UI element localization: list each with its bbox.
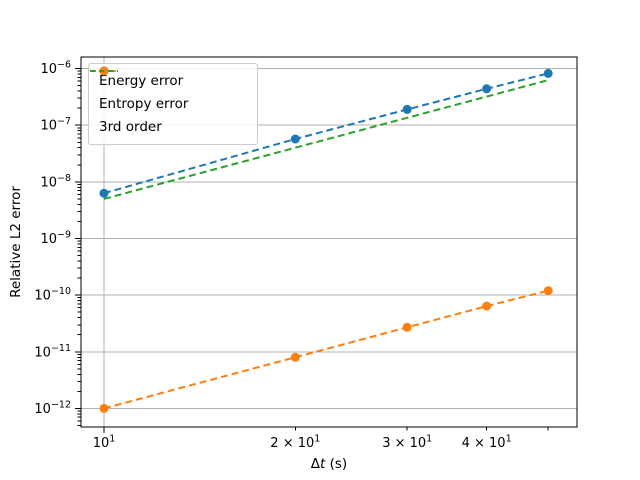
series-entropy-error [99, 286, 553, 413]
data-point-entropy-error [290, 352, 300, 362]
legend-label-energy-error: Energy error [99, 73, 184, 89]
tick-label: 10−7 [40, 116, 71, 134]
tick-label: 4 × 101 [462, 434, 512, 452]
data-point-energy-error [290, 134, 300, 144]
data-point-energy-error [402, 104, 412, 114]
legend: Energy error Entropy error 3rd order [88, 63, 258, 145]
tick-label: 10−11 [34, 343, 71, 361]
tick-label: 3 × 101 [382, 434, 432, 452]
plot-frame [80, 56, 578, 428]
series-line-3rd-order [103, 79, 549, 200]
tick-label: 10−12 [34, 399, 71, 417]
tick-label: 101 [93, 434, 116, 452]
series-line-entropy-error [103, 289, 549, 410]
data-point-energy-error [482, 84, 492, 94]
legend-label-3rd-order: 3rd order [99, 119, 162, 135]
tick-label: 10−9 [40, 229, 71, 247]
y-axis-label: Relative L2 error [8, 186, 24, 298]
legend-item-energy-error: Energy error [90, 66, 247, 91]
third-order-line-icon [90, 70, 118, 72]
series-3rd-order [103, 79, 549, 200]
legend-item-3rd-order: 3rd order [90, 70, 247, 137]
data-point-entropy-error [402, 322, 412, 332]
tick-label: 10−8 [40, 173, 71, 191]
data-point-entropy-error [543, 286, 553, 296]
data-point-energy-error [543, 68, 553, 78]
tick-label: 10−6 [40, 60, 71, 78]
tick-labels: 10−6 10−7 10−8 10−9 10−10 10−11 10−12 101 2 × 10… [34, 60, 511, 451]
series-energy-error [99, 68, 553, 198]
x-axis-label: Δt (s) [310, 456, 348, 472]
tick-label: 2 × 101 [270, 434, 320, 452]
legend-item-entropy-error: Entropy error [90, 66, 247, 114]
data-point-entropy-error [482, 301, 492, 311]
legend-label-entropy-error: Entropy error [99, 96, 189, 112]
data-point-energy-error [99, 188, 109, 198]
data-point-entropy-error [99, 403, 109, 413]
tick-label: 10−10 [34, 286, 71, 304]
axis-ticks [75, 68, 549, 433]
